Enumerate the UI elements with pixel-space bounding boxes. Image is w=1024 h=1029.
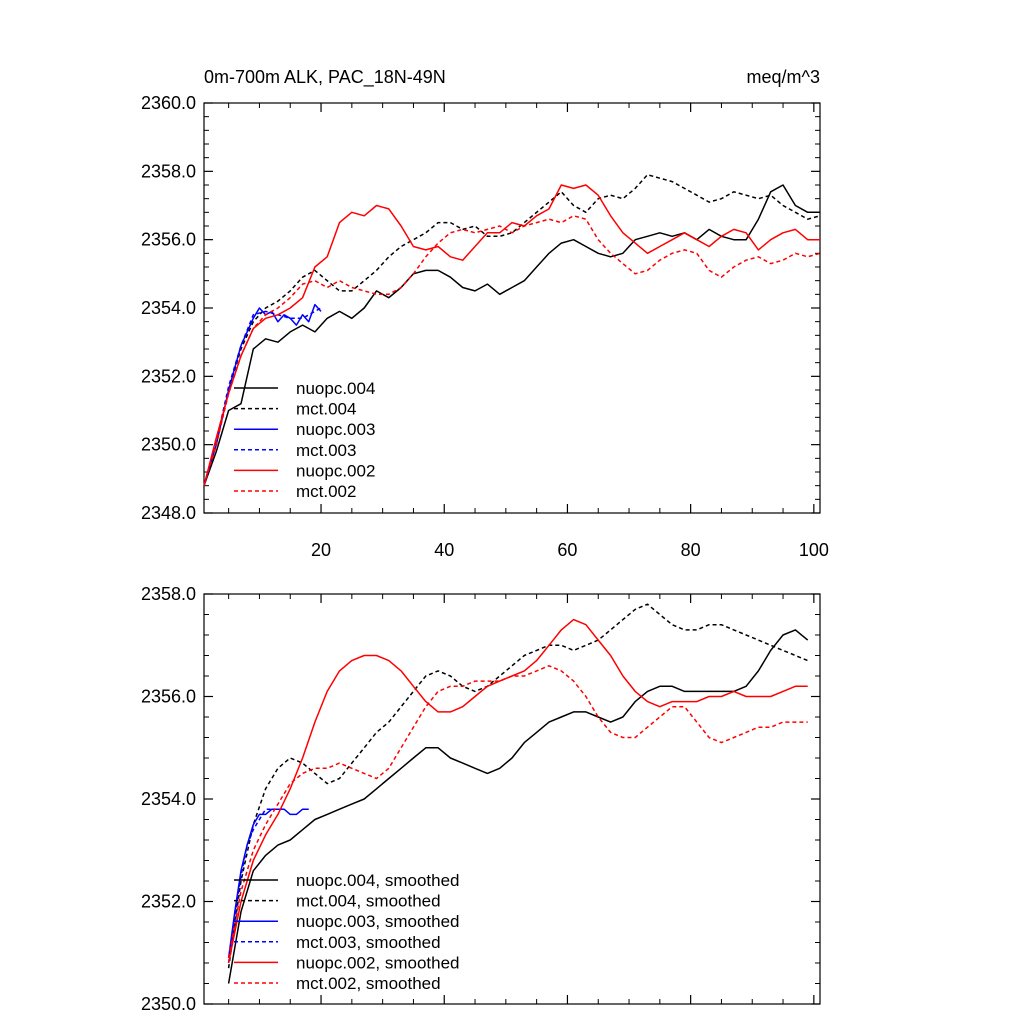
top-chart-units: meq/m^3: [747, 67, 820, 87]
bottom-y-tick-label: 2358.0: [141, 584, 196, 604]
bottom-series-line-mct-003-smoothed: [227, 808, 278, 964]
bottom-legend-label: mct.004, smoothed: [296, 892, 441, 911]
top-chart-title: 0m-700m ALK, PAC_18N-49N: [204, 67, 446, 88]
bottom-series-line-mct-002-smoothed: [227, 665, 808, 959]
top-legend-label: nuopc.003: [296, 420, 375, 439]
top-legend-label: nuopc.002: [296, 461, 375, 480]
top-series-line-nuopc-002: [203, 184, 820, 486]
top-x-tick-label: 20: [311, 540, 331, 560]
top-legend-label: mct.002: [296, 482, 356, 501]
bottom-y-tick-label: 2352.0: [141, 892, 196, 912]
top-legend-label: mct.004: [296, 400, 356, 419]
bottom-chart-panel: 2350.0 2352.0 2354.0 2356.0 2358.0 nuopc.004,…: [141, 584, 821, 1014]
bottom-series-line-nuopc-002-smoothed: [227, 618, 808, 964]
top-x-tick-label: 60: [557, 540, 577, 560]
top-x-tick-label: 100: [799, 540, 829, 560]
top-x-tick-label: 80: [681, 540, 701, 560]
bottom-legend-label: nuopc.004, smoothed: [296, 871, 460, 890]
bottom-y-tick-label: 2354.0: [141, 789, 196, 809]
bottom-series-line-nuopc-004-smoothed: [227, 629, 809, 984]
bottom-legend-label: mct.002, smoothed: [296, 974, 441, 993]
top-series-line-mct-003: [203, 307, 322, 486]
bottom-y-tick-label: 2356.0: [141, 687, 196, 707]
top-y-tick-label: 2358.0: [141, 161, 196, 181]
bottom-legend-label: mct.003, smoothed: [296, 933, 441, 952]
top-y-tick-label: 2350.0: [141, 435, 196, 455]
top-series-line-nuopc-004: [203, 184, 820, 486]
bottom-series-line-nuopc-003-smoothed: [227, 808, 309, 958]
bottom-legend-label: nuopc.003, smoothed: [296, 912, 460, 931]
top-y-tick-label: 2354.0: [141, 298, 196, 318]
top-x-tick-label: 40: [434, 540, 454, 560]
top-y-tick-label: 2360.0: [141, 93, 196, 113]
bottom-legend-label: nuopc.002, smoothed: [296, 953, 460, 972]
top-legend-label: nuopc.004: [296, 379, 375, 398]
bottom-series-line-mct-004-smoothed: [227, 603, 808, 969]
top-y-tick-label: 2352.0: [141, 366, 196, 386]
top-y-tick-label: 2356.0: [141, 230, 196, 250]
top-series-line-mct-002: [203, 215, 821, 486]
bottom-y-tick-label: 2350.0: [141, 994, 196, 1014]
top-y-tick-label: 2348.0: [141, 503, 196, 523]
top-legend-label: mct.003: [296, 441, 356, 460]
top-chart-panel: 2348.0 2350.0 2352.0 2354.0 2356.0 2358.0 2360…: [141, 93, 829, 560]
